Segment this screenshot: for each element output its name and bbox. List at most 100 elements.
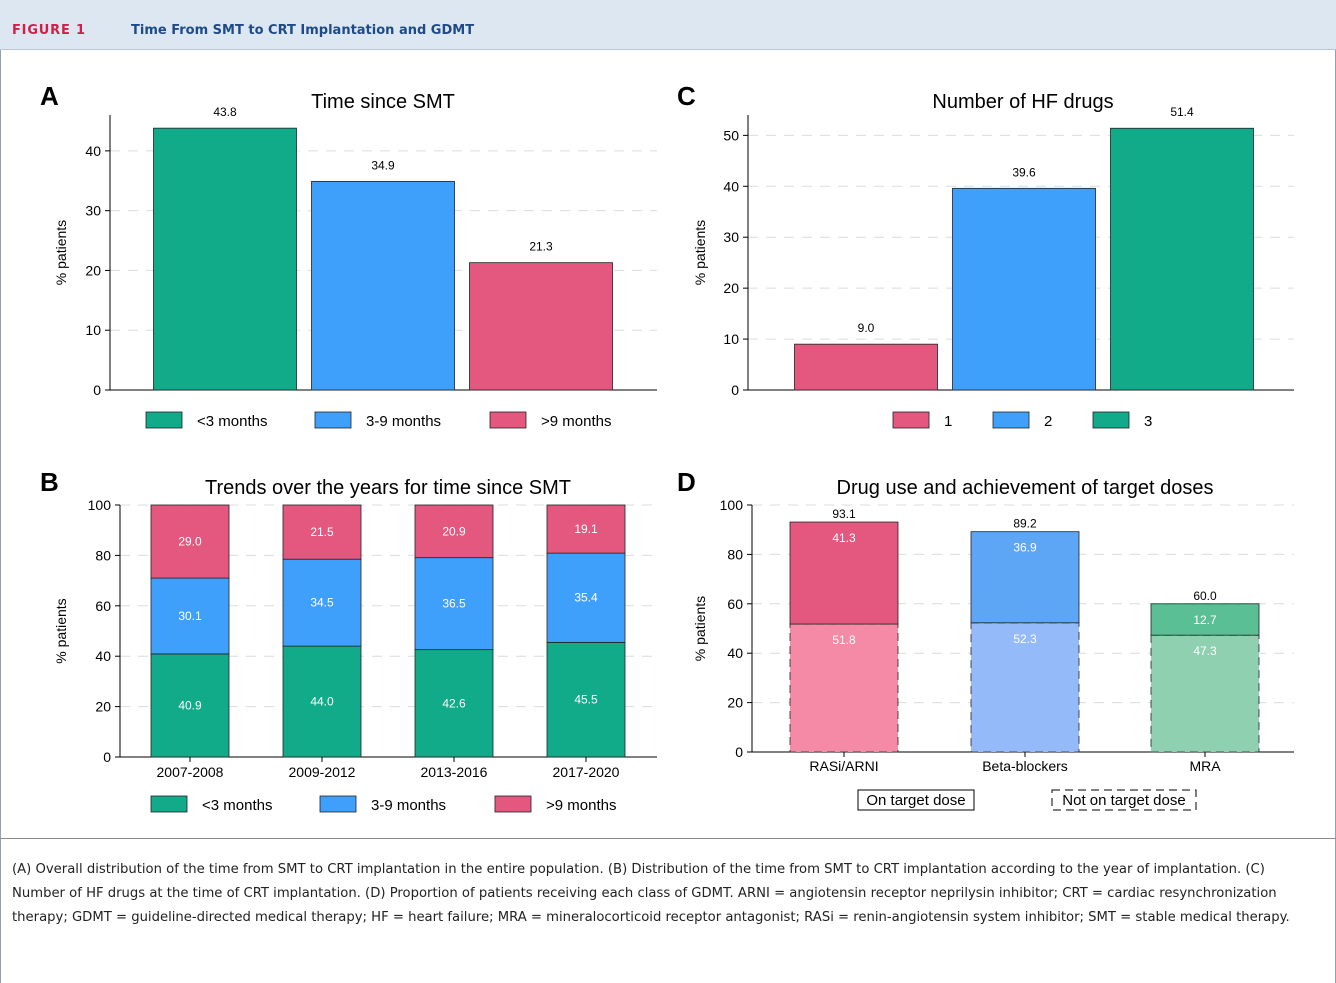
x-tick-label: Beta-blockers xyxy=(982,758,1068,774)
y-axis-label: % patients xyxy=(692,596,708,661)
y-tick-label: 20 xyxy=(727,695,743,711)
segment-value-label: 34.5 xyxy=(310,596,334,610)
bar-value-label: 43.8 xyxy=(213,105,237,119)
figure-label: FIGURE 1 xyxy=(12,23,86,38)
legend-swatch xyxy=(992,411,1030,429)
bar-value-label: 9.0 xyxy=(858,321,875,335)
segment-value-label: 41.3 xyxy=(832,531,856,545)
y-tick-label: 10 xyxy=(723,331,739,347)
y-tick-label: 0 xyxy=(103,749,111,765)
bar-value-label: 21.3 xyxy=(529,240,553,254)
stacked-segment xyxy=(414,504,494,559)
segment-value-label: 35.4 xyxy=(574,591,598,605)
x-tick-label: 2009-2012 xyxy=(289,764,356,780)
segment-value-label: 42.6 xyxy=(442,696,466,710)
segment-value-label: 40.9 xyxy=(178,698,202,712)
y-axis-label: % patients xyxy=(53,598,69,663)
y-tick-label: 20 xyxy=(723,280,739,296)
caption-divider xyxy=(0,838,1336,839)
y-tick-label: 0 xyxy=(735,744,743,760)
legend-swatch xyxy=(150,795,188,813)
segment-value-label: 30.1 xyxy=(178,609,202,623)
on-target-segment xyxy=(970,531,1080,624)
y-tick-label: 60 xyxy=(727,596,743,612)
segment-value-label: 44.0 xyxy=(310,695,334,709)
panel-letter-b: B xyxy=(40,467,59,497)
bar xyxy=(311,180,455,391)
segment-value-label: 36.5 xyxy=(442,597,466,611)
stacked-segment xyxy=(282,645,362,758)
stacked-segment xyxy=(546,504,626,554)
bar xyxy=(469,262,613,391)
bar xyxy=(1110,127,1254,391)
x-tick-label: 2017-2020 xyxy=(553,764,620,780)
panel-letter-d: D xyxy=(677,467,696,497)
segment-value-label: 20.9 xyxy=(442,524,466,538)
legend-label: Not on target dose xyxy=(1062,792,1185,809)
y-tick-label: 100 xyxy=(88,497,112,513)
bar-value-label: 39.6 xyxy=(1012,165,1036,179)
legend-label: <3 months xyxy=(197,413,267,430)
panel-letter-a: A xyxy=(40,81,59,111)
y-tick-label: 80 xyxy=(727,546,743,562)
legend-swatch xyxy=(1092,411,1130,429)
y-tick-label: 60 xyxy=(95,598,111,614)
panel-letter-c: C xyxy=(677,81,696,111)
x-tick-label: RASi/ARNI xyxy=(809,758,878,774)
legend-label: 3 xyxy=(1144,413,1152,430)
on-target-segment xyxy=(1150,603,1260,636)
stacked-segment xyxy=(150,577,230,655)
y-tick-label: 50 xyxy=(723,127,739,143)
segment-value-label: 36.9 xyxy=(1013,541,1037,555)
y-tick-label: 40 xyxy=(95,648,111,664)
y-tick-label: 20 xyxy=(95,699,111,715)
legend-label: 3-9 months xyxy=(366,413,441,430)
not-on-target-segment xyxy=(789,623,899,753)
not-on-target-segment xyxy=(970,622,1080,753)
bar xyxy=(153,127,297,391)
stacked-segment xyxy=(282,504,362,560)
legend-label: >9 months xyxy=(546,797,616,814)
segment-value-label: 12.7 xyxy=(1193,613,1217,627)
panel-title-c: Number of HF drugs xyxy=(932,91,1113,113)
stacked-segment xyxy=(414,557,494,651)
legend-label: 2 xyxy=(1044,413,1052,430)
segment-value-label: 52.3 xyxy=(1013,632,1037,646)
y-tick-label: 0 xyxy=(731,382,739,398)
panel-title-a: Time since SMT xyxy=(311,91,455,113)
figure-header: FIGURE 1 Time From SMT to CRT Implantati… xyxy=(0,0,1336,50)
stacked-segment xyxy=(150,504,230,579)
x-tick-label: 2007-2008 xyxy=(157,764,224,780)
segment-value-label: 45.5 xyxy=(574,693,598,707)
stacked-segment xyxy=(414,649,494,758)
on-target-segment xyxy=(789,521,899,625)
bar-total-label: 60.0 xyxy=(1193,589,1217,603)
legend-swatch xyxy=(892,411,930,429)
bar xyxy=(794,343,938,391)
stacked-segment xyxy=(546,641,626,758)
stacked-segment xyxy=(546,552,626,643)
y-tick-label: 100 xyxy=(720,497,744,513)
panel-title-d: Drug use and achievement of target doses xyxy=(837,477,1214,499)
legend-swatch xyxy=(145,411,183,429)
y-tick-label: 40 xyxy=(85,143,101,159)
segment-value-label: 29.0 xyxy=(178,535,202,549)
y-tick-label: 40 xyxy=(727,645,743,661)
segment-value-label: 51.8 xyxy=(832,633,856,647)
legend-label: <3 months xyxy=(202,797,272,814)
segment-value-label: 19.1 xyxy=(574,522,598,536)
legend-swatch xyxy=(314,411,352,429)
y-axis-label: % patients xyxy=(53,220,69,285)
legend-label: 1 xyxy=(944,413,952,430)
y-tick-label: 30 xyxy=(723,229,739,245)
y-tick-label: 0 xyxy=(93,382,101,398)
y-tick-label: 80 xyxy=(95,547,111,563)
segment-value-label: 47.3 xyxy=(1193,644,1217,658)
legend-box-on-target xyxy=(857,789,975,811)
figure-caption: (A) Overall distribution of the time fro… xyxy=(12,862,1290,925)
bar-total-label: 93.1 xyxy=(832,507,856,521)
x-tick-label: MRA xyxy=(1189,758,1221,774)
legend-swatch xyxy=(494,795,532,813)
legend-label: 3-9 months xyxy=(371,797,446,814)
